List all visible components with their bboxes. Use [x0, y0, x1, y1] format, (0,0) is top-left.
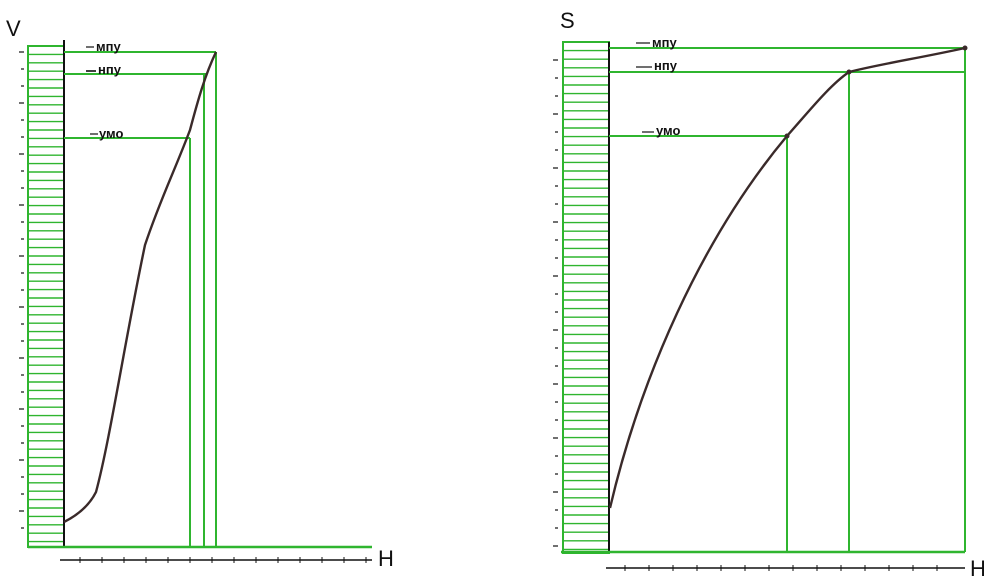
- v-axis-label: V: [6, 16, 21, 41]
- right-tick-marks: [553, 59, 558, 547]
- level-label-npu: нпу: [654, 58, 678, 73]
- area-panel: S H мпу нпу умо: [553, 8, 984, 577]
- level-label-npu: нпу: [98, 62, 122, 77]
- hatched-band: [27, 45, 65, 548]
- level-label-mpu: мпу: [652, 35, 677, 50]
- h-axis-label: H: [378, 546, 394, 571]
- volume-panel: V H мпу нпу умо: [6, 16, 394, 571]
- h-axis-label: H: [970, 556, 984, 577]
- level-label-mpu: мпу: [96, 39, 121, 54]
- left-tick-marks: [19, 51, 24, 529]
- level-label-umo: умо: [99, 126, 124, 141]
- volume-curve: [63, 51, 218, 524]
- level-label-umo: умо: [656, 123, 681, 138]
- hatched-band: [562, 41, 610, 554]
- s-axis-label: S: [560, 8, 575, 33]
